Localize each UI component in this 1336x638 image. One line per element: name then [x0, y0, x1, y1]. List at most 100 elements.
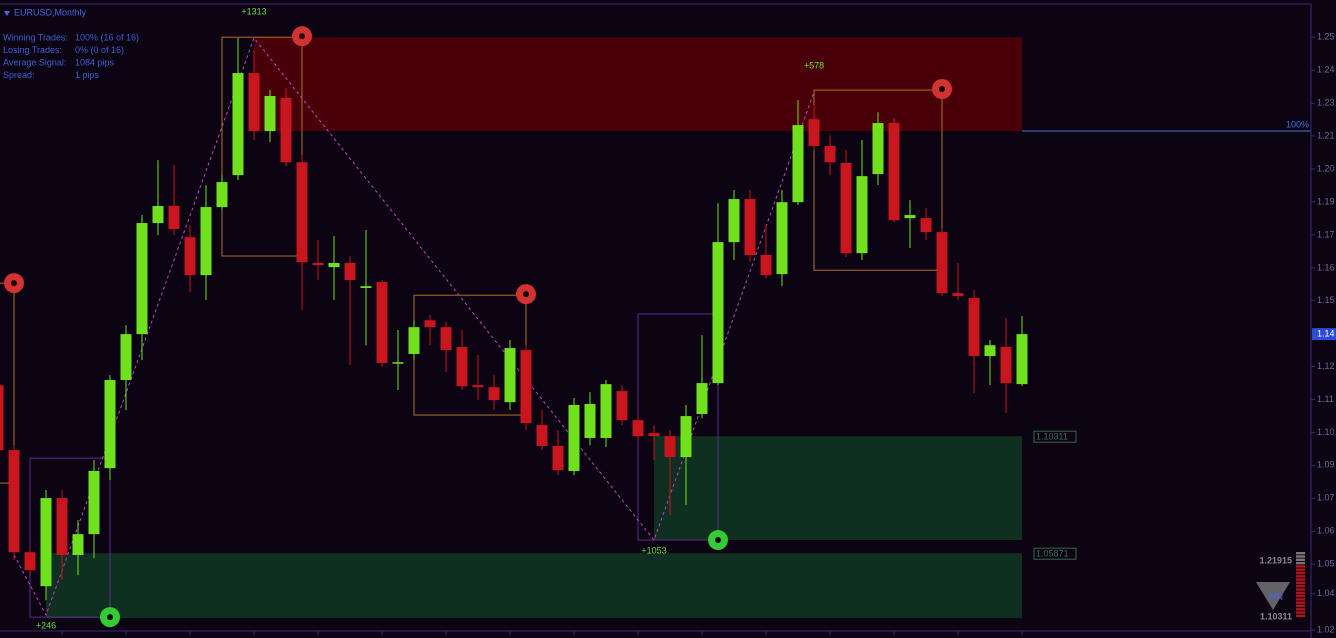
zone-label-box — [1033, 430, 1077, 443]
stat-value: 0% (0 of 16) — [75, 45, 124, 55]
signal-marker — [932, 79, 952, 100]
stat-value: 1084 pips — [75, 57, 115, 67]
y-tick-label: 1.02 — [1317, 624, 1335, 634]
collapse-arrow[interactable] — [4, 11, 10, 16]
candle-body — [280, 98, 292, 163]
trade-box — [221, 36, 303, 257]
widget-bar — [1296, 555, 1305, 558]
y-tick-label: 1.15 — [1317, 295, 1335, 305]
candle-body — [808, 119, 820, 146]
candle-body — [824, 145, 836, 163]
stat-label: Winning Trades: — [3, 32, 68, 42]
candle-body — [184, 237, 196, 276]
signal-dot — [939, 86, 945, 93]
stat-value: 1 pips — [75, 70, 100, 80]
widget-bar — [1296, 571, 1305, 575]
candle-body — [1016, 334, 1028, 385]
candle-body — [360, 286, 372, 288]
y-tick-label: 1.21 — [1317, 130, 1335, 140]
signal-marker — [516, 284, 536, 305]
widget-bar — [1296, 581, 1305, 585]
candle-body — [536, 425, 548, 446]
candle-body — [792, 125, 804, 203]
candle-body — [696, 383, 708, 415]
y-tick-label: 1.05 — [1317, 559, 1335, 569]
candle-body — [152, 206, 164, 224]
candle-body — [56, 498, 68, 555]
candle-body — [168, 206, 180, 229]
candle-body — [680, 416, 692, 458]
stat-label: Losing Trades: — [3, 45, 62, 55]
candle-body — [264, 95, 276, 132]
widget-bar — [1296, 604, 1305, 608]
candle-body — [664, 436, 676, 458]
candle-body — [872, 123, 884, 175]
candle-body — [24, 552, 36, 571]
y-tick-label: 1.07 — [1317, 493, 1335, 503]
widget-low: 1.10311 — [1260, 611, 1292, 621]
candle-body — [440, 327, 452, 351]
candle-body — [72, 534, 84, 555]
candle-body — [968, 298, 980, 357]
widget-bar — [1296, 614, 1305, 618]
profit-label: +1313 — [241, 6, 266, 16]
profit-label: +246 — [36, 620, 56, 630]
candle-body — [312, 262, 324, 266]
current-price-label: 1.14 — [1317, 328, 1335, 338]
candle-body — [232, 73, 244, 176]
zone — [46, 553, 1022, 619]
candle-body — [760, 255, 772, 276]
signal-dot — [715, 537, 721, 544]
y-tick-label: 1.19 — [1317, 196, 1335, 206]
y-tick-label: 1.23 — [1317, 98, 1335, 108]
zone-label: 1.10311 — [1036, 432, 1068, 442]
candle-body — [216, 182, 228, 208]
candle-body — [296, 162, 308, 263]
widget-bar — [1296, 591, 1305, 594]
y-tick-label: 1.09 — [1317, 460, 1335, 470]
widget-bar — [1296, 588, 1305, 591]
candle-body — [648, 433, 660, 437]
candle-body — [840, 162, 852, 254]
candle-body — [328, 262, 340, 268]
widget-bar — [1296, 598, 1305, 601]
candle-body — [200, 207, 212, 276]
candle-body — [392, 362, 404, 364]
y-tick-label: 1.16 — [1317, 262, 1335, 272]
zone — [254, 37, 1022, 132]
widget-triangle — [1256, 582, 1290, 610]
candle-body — [568, 405, 580, 471]
candle-body — [888, 123, 900, 221]
plot-area: 1.10311 1.05871 100% +246 +1313 +1053 +578 — [0, 6, 1311, 630]
stat-value: 100% (16 of 16) — [75, 32, 139, 42]
candle-body — [136, 223, 148, 335]
zone-label-box — [1033, 547, 1077, 560]
candle-body — [952, 293, 964, 296]
candle-body — [712, 242, 724, 384]
current-price-box — [1312, 328, 1336, 341]
zone-label: 1.05871 — [1036, 549, 1069, 559]
signal-dot — [299, 33, 305, 40]
y-tick-label: 1.12 — [1317, 361, 1335, 371]
signal-marker — [4, 273, 24, 294]
y-tick-label: 1.20 — [1317, 163, 1335, 173]
level-label: 100% — [1286, 119, 1309, 129]
signal-marker — [708, 530, 728, 551]
widget-timeframe: MN — [1269, 591, 1283, 601]
y-tick-label: 1.11 — [1317, 394, 1334, 404]
y-tick-label: 1.04 — [1317, 588, 1335, 598]
profit-label: +1053 — [641, 545, 666, 555]
widget-bar — [1296, 558, 1305, 561]
candle-body — [104, 380, 116, 469]
stat-label: Spread: — [3, 70, 35, 80]
candle-body — [616, 391, 628, 421]
candle-body — [424, 320, 436, 328]
candle-body — [984, 345, 996, 357]
candle-body — [456, 347, 468, 387]
candle-body — [40, 498, 52, 587]
widget-bar — [1296, 552, 1305, 555]
candle-body — [120, 334, 132, 380]
widget-bar — [1296, 585, 1305, 588]
